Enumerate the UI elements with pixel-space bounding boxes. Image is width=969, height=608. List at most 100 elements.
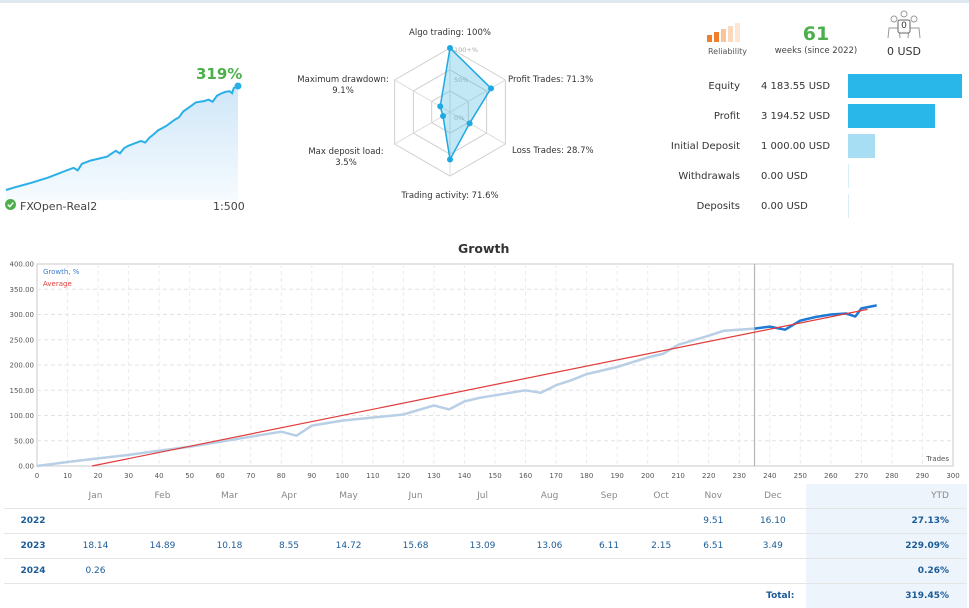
month-header: Aug xyxy=(516,484,583,509)
radar-point xyxy=(447,45,453,51)
x-tick-label: 60 xyxy=(216,472,225,480)
reliability-indicator[interactable]: Reliability xyxy=(700,22,755,62)
month-header: Apr xyxy=(263,484,315,509)
x-tick-label: 300 xyxy=(946,472,959,480)
y-tick-label: 200.00 xyxy=(10,362,35,370)
month-value-cell xyxy=(129,559,196,584)
x-tick-label: 180 xyxy=(580,472,593,480)
x-tick-label: 260 xyxy=(824,472,837,480)
stat-bar xyxy=(848,74,962,98)
month-value-cell: 14.72 xyxy=(315,534,382,559)
radar-chart: 100+%50%0% xyxy=(280,22,630,212)
top-border xyxy=(0,0,969,3)
y-tick-label: 50.00 xyxy=(14,437,34,445)
x-tick-label: 70 xyxy=(246,472,255,480)
stat-label: Equity xyxy=(650,81,740,92)
radar-label-algo: Algo trading: 100% xyxy=(400,28,500,39)
month-value-cell xyxy=(263,509,315,534)
stat-bar xyxy=(848,164,849,188)
stat-bar xyxy=(848,134,875,158)
growth-chart[interactable]: 0.0050.00100.00150.00200.00250.00300.003… xyxy=(0,258,969,484)
drawdown-title: Maximum drawdown: xyxy=(288,75,398,86)
stat-label: Initial Deposit xyxy=(650,141,740,152)
month-value-cell xyxy=(196,559,263,584)
stat-value: 0.00 USD xyxy=(761,171,808,182)
month-value-cell xyxy=(382,509,449,534)
x-tick-label: 10 xyxy=(63,472,72,480)
month-value-cell xyxy=(635,559,687,584)
y-tick-label: 250.00 xyxy=(10,336,35,344)
month-header: Feb xyxy=(129,484,196,509)
month-value-cell: 10.18 xyxy=(196,534,263,559)
weeks-count: 61 xyxy=(776,23,856,45)
y-tick-label: 100.00 xyxy=(10,412,35,420)
total-value: 319.45% xyxy=(806,584,967,608)
x-tick-label: 240 xyxy=(763,472,776,480)
x-tick-label: 0 xyxy=(35,472,39,480)
stat-value: 0.00 USD xyxy=(761,201,808,212)
radar-point xyxy=(488,85,494,91)
year-cell: 2024 xyxy=(4,559,62,584)
month-header: Dec xyxy=(739,484,806,509)
stat-value: 1 000.00 USD xyxy=(761,141,830,152)
radar-point xyxy=(440,113,446,119)
month-value-cell xyxy=(263,559,315,584)
ytd-cell: 27.13% xyxy=(806,509,967,534)
check-icon xyxy=(5,199,16,213)
month-value-cell: 13.06 xyxy=(516,534,583,559)
month-header: Jun xyxy=(382,484,449,509)
x-tick-label: 50 xyxy=(185,472,194,480)
month-value-cell: 9.51 xyxy=(687,509,739,534)
drawdown-value: 9.1% xyxy=(288,86,398,97)
x-tick-label: 270 xyxy=(855,472,868,480)
year-cell: 2022 xyxy=(4,509,62,534)
growth-chart-title: Growth xyxy=(458,241,509,256)
month-value-cell: 18.14 xyxy=(62,534,129,559)
x-tick-label: 140 xyxy=(458,472,471,480)
radar-label-activity: Trading activity: 71.6% xyxy=(390,191,510,202)
x-tick-label: 210 xyxy=(672,472,685,480)
x-tick-label: 290 xyxy=(916,472,929,480)
month-value-cell xyxy=(583,559,635,584)
monthly-returns-table: Jan Feb Mar Apr May Jun Jul Aug Sep Oct … xyxy=(4,484,967,608)
month-value-cell: 3.49 xyxy=(739,534,806,559)
month-value-cell xyxy=(315,509,382,534)
month-header: May xyxy=(315,484,382,509)
month-header: Oct xyxy=(635,484,687,509)
month-header: Sep xyxy=(583,484,635,509)
radar-label-drawdown: Maximum drawdown: 9.1% xyxy=(288,75,398,97)
stat-bar xyxy=(848,194,849,218)
stat-row: Initial Deposit 1 000.00 USD xyxy=(650,134,969,162)
mini-growth-percent: 319% xyxy=(196,65,242,83)
month-value-cell xyxy=(62,509,129,534)
x-tick-label: 220 xyxy=(702,472,715,480)
stat-label: Profit xyxy=(650,111,740,122)
subscribers-usd: 0 USD xyxy=(874,45,934,58)
month-value-cell xyxy=(449,559,516,584)
x-tick-label: 90 xyxy=(307,472,316,480)
subscribers-block[interactable]: 0 0 USD xyxy=(880,10,928,60)
month-value-cell xyxy=(382,559,449,584)
y-tick-label: 350.00 xyxy=(10,286,35,294)
radar-panel: 100+%50%0% Algo trading: 100% Profit Tra… xyxy=(280,22,630,212)
radar-label-loss: Loss Trades: 28.7% xyxy=(512,146,612,157)
x-tick-label: 190 xyxy=(610,472,623,480)
x-tick-label: 170 xyxy=(549,472,562,480)
month-header: Jan xyxy=(62,484,129,509)
month-header: Jul xyxy=(449,484,516,509)
mini-growth-card[interactable]: 319% FXOpen-Real2 1:500 xyxy=(0,60,250,220)
month-value-cell xyxy=(687,559,739,584)
month-value-cell: 0.26 xyxy=(62,559,129,584)
account-server[interactable]: FXOpen-Real2 xyxy=(5,199,97,213)
total-label: Total: xyxy=(4,584,806,608)
y-tick-label: 150.00 xyxy=(10,387,35,395)
radar-point xyxy=(437,103,443,109)
radar-point xyxy=(467,120,473,126)
